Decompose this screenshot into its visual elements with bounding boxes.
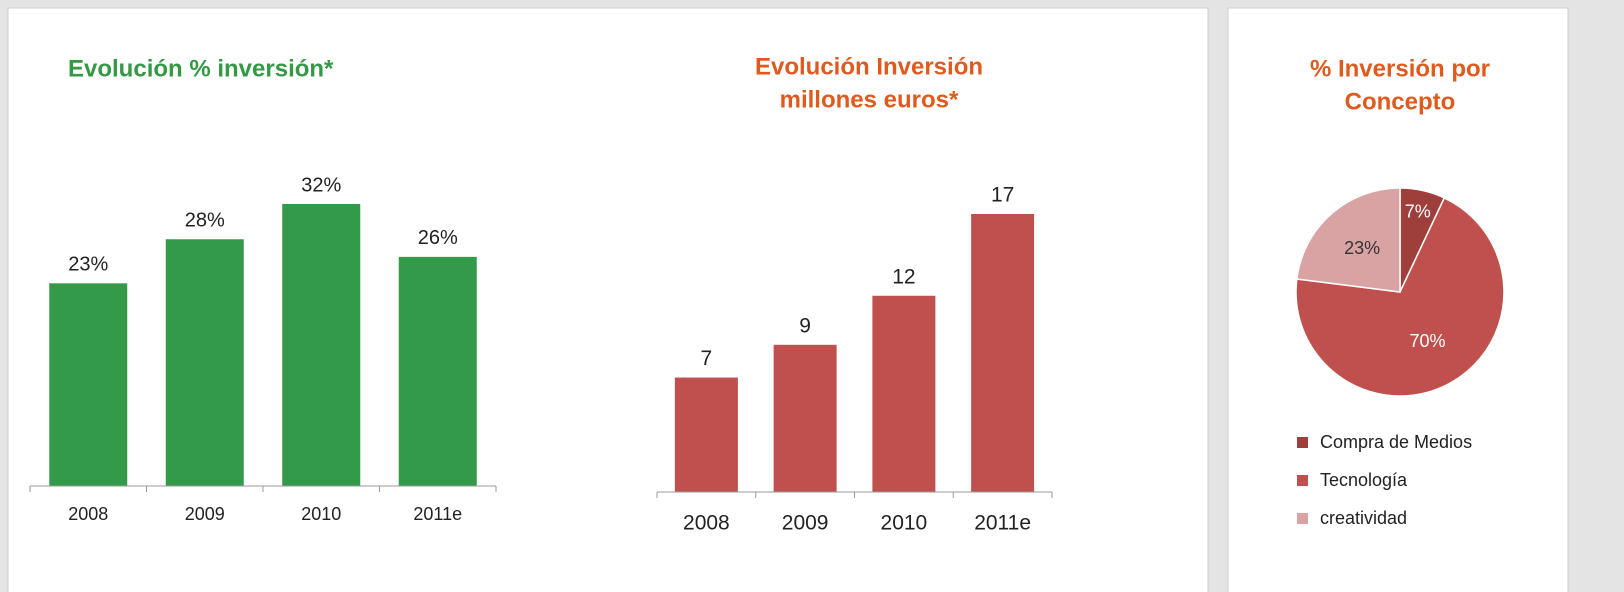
bar xyxy=(773,344,837,492)
bar xyxy=(282,204,361,486)
value-label: 12 xyxy=(892,265,915,288)
chart-title: Evolución % inversión* xyxy=(68,55,334,82)
pie-slice xyxy=(1295,196,1505,397)
x-tick-label: 2010 xyxy=(881,512,928,535)
value-label: 23% xyxy=(68,254,108,276)
x-tick-label: 2009 xyxy=(185,504,225,524)
chart-title: % Inversión por xyxy=(1310,55,1490,82)
x-tick-label: 2010 xyxy=(301,504,341,524)
chart-title: Evolución Inversión xyxy=(755,53,983,80)
slice-label: 23% xyxy=(1344,238,1380,258)
bar xyxy=(165,239,244,486)
legend-swatch xyxy=(1297,475,1308,486)
bar xyxy=(398,256,477,486)
chart-title: Concepto xyxy=(1345,88,1456,115)
legend-swatch xyxy=(1297,437,1308,448)
slice-label: 70% xyxy=(1410,331,1446,351)
legend-label: Compra de Medios xyxy=(1320,432,1472,452)
x-tick-label: 2011e xyxy=(413,504,462,524)
pie-slice xyxy=(1295,187,1401,293)
legend-label: Tecnología xyxy=(1320,470,1408,490)
legend-swatch xyxy=(1297,513,1308,524)
chart-title: millones euros* xyxy=(780,86,959,113)
bar xyxy=(674,377,738,492)
x-tick-label: 2009 xyxy=(782,512,829,535)
bar xyxy=(971,214,1035,492)
bar xyxy=(872,295,936,492)
value-label: 17 xyxy=(991,184,1014,207)
value-label: 32% xyxy=(301,174,341,196)
value-label: 9 xyxy=(799,314,811,337)
x-tick-label: 2008 xyxy=(68,504,108,524)
value-label: 26% xyxy=(418,227,458,249)
bar xyxy=(49,283,128,486)
legend-label: creatividad xyxy=(1320,508,1407,528)
x-tick-label: 2008 xyxy=(683,512,730,535)
slice-label: 7% xyxy=(1405,202,1431,222)
value-label: 7 xyxy=(701,347,713,370)
value-label: 28% xyxy=(185,210,225,232)
x-tick-label: 2011e xyxy=(974,512,1031,535)
